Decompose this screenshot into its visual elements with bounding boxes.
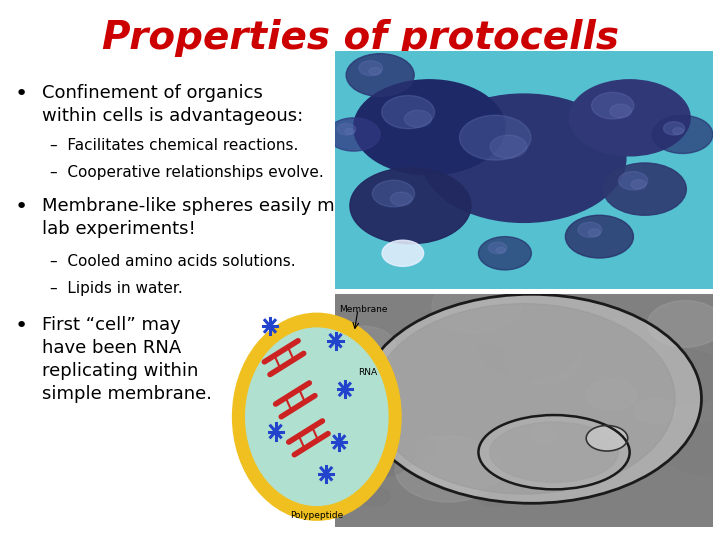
Circle shape (337, 123, 356, 135)
Text: –  Lipids in water.: – Lipids in water. (50, 281, 183, 296)
Text: –  Cooled amino acids solutions.: – Cooled amino acids solutions. (50, 254, 296, 269)
Ellipse shape (246, 328, 388, 505)
Circle shape (345, 129, 354, 134)
Circle shape (382, 96, 435, 129)
Circle shape (432, 279, 521, 333)
Circle shape (488, 242, 507, 254)
Circle shape (316, 418, 417, 480)
Ellipse shape (478, 415, 629, 489)
Circle shape (309, 433, 397, 487)
Circle shape (405, 110, 431, 127)
Text: Membrane-like spheres easily made in
lab experiments!: Membrane-like spheres easily made in lab… (42, 197, 390, 238)
Circle shape (635, 399, 676, 423)
Circle shape (588, 229, 600, 237)
Circle shape (565, 215, 634, 258)
Circle shape (330, 427, 374, 454)
Text: –  Facilitates chemical reactions.: – Facilitates chemical reactions. (50, 138, 299, 153)
Text: Confinement of organics
within cells is advantageous:: Confinement of organics within cells is … (42, 84, 303, 125)
Circle shape (647, 301, 720, 347)
Ellipse shape (233, 313, 401, 520)
Text: •: • (14, 316, 27, 336)
Text: •: • (14, 84, 27, 104)
Circle shape (333, 338, 338, 343)
Circle shape (610, 104, 631, 118)
Circle shape (333, 326, 395, 364)
Circle shape (664, 122, 685, 135)
Circle shape (346, 53, 414, 97)
Text: Polypeptide: Polypeptide (290, 511, 343, 520)
Circle shape (503, 336, 581, 384)
Circle shape (274, 429, 278, 434)
Circle shape (350, 168, 471, 244)
Circle shape (478, 237, 531, 270)
Circle shape (569, 80, 690, 156)
Circle shape (531, 426, 558, 443)
Circle shape (652, 116, 713, 153)
Circle shape (672, 127, 683, 134)
Circle shape (354, 80, 505, 175)
Circle shape (490, 135, 527, 158)
Circle shape (618, 172, 648, 190)
Ellipse shape (373, 303, 675, 494)
Circle shape (636, 349, 720, 406)
Circle shape (395, 436, 502, 502)
Circle shape (665, 423, 720, 475)
Circle shape (337, 440, 341, 444)
Circle shape (372, 180, 415, 207)
Circle shape (390, 192, 413, 206)
Circle shape (369, 68, 381, 75)
Circle shape (631, 180, 646, 189)
Circle shape (592, 92, 634, 119)
Circle shape (496, 247, 505, 253)
Circle shape (459, 115, 531, 160)
Text: •: • (14, 197, 27, 217)
Circle shape (343, 387, 347, 392)
Circle shape (422, 345, 531, 411)
Circle shape (586, 426, 628, 451)
Circle shape (359, 487, 390, 506)
Ellipse shape (490, 422, 618, 482)
Circle shape (268, 323, 272, 328)
Circle shape (327, 118, 380, 151)
Text: Membrane: Membrane (339, 305, 388, 314)
Circle shape (603, 163, 686, 215)
Circle shape (386, 435, 436, 465)
Text: First “cell” may
have been RNA
replicating within
simple membrane.: First “cell” may have been RNA replicati… (42, 316, 212, 403)
Circle shape (486, 442, 530, 468)
Text: RNA: RNA (358, 368, 377, 377)
Circle shape (587, 380, 636, 410)
Circle shape (359, 60, 382, 76)
Circle shape (422, 94, 626, 222)
Ellipse shape (361, 294, 701, 503)
Circle shape (477, 487, 510, 507)
Circle shape (324, 471, 328, 476)
Circle shape (578, 222, 602, 237)
Circle shape (593, 386, 627, 407)
Circle shape (382, 240, 423, 266)
Text: Properties of protocells: Properties of protocells (102, 19, 618, 57)
Text: –  Cooperative relationships evolve.: – Cooperative relationships evolve. (50, 165, 324, 180)
Circle shape (478, 316, 580, 378)
